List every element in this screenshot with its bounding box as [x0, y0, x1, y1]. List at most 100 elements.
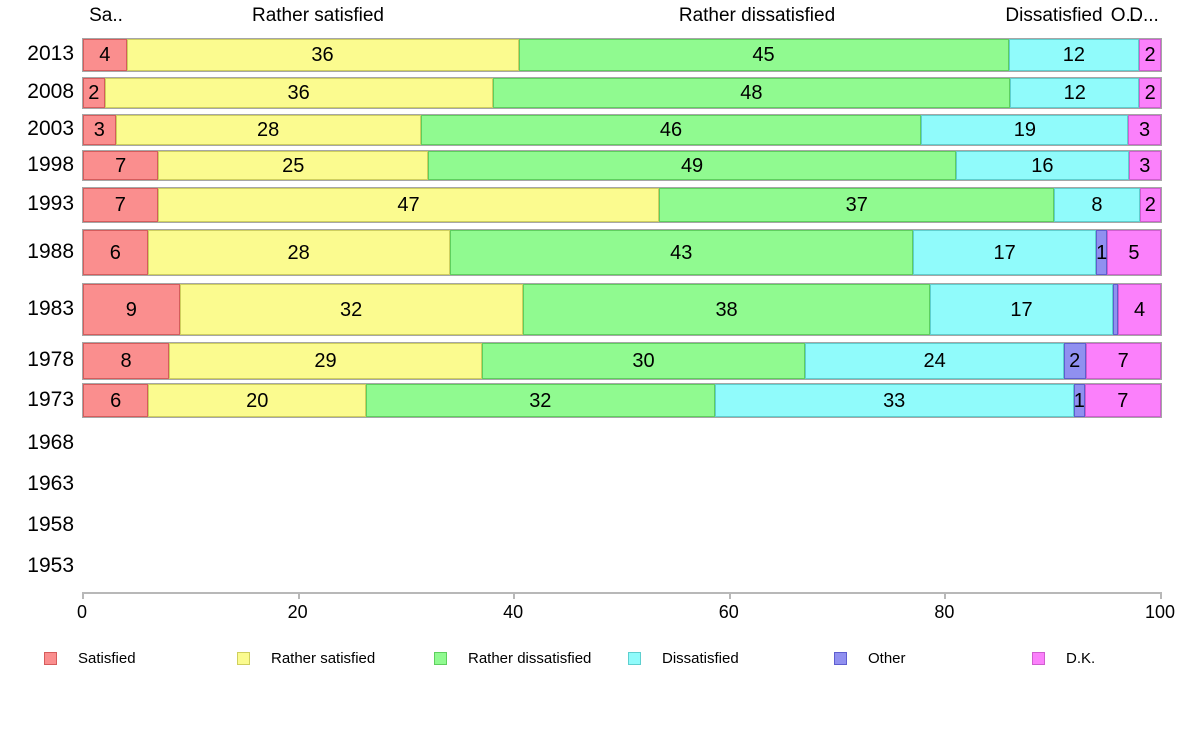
bar-segment-value: 37	[845, 194, 868, 216]
bar-segment-value: 7	[1117, 350, 1129, 372]
legend-label: Dissatisfied	[662, 650, 739, 667]
column-header: Dissatisfied	[1005, 5, 1103, 26]
bar-segment: 38	[522, 284, 931, 335]
bar-segment: 4	[1118, 284, 1161, 335]
bar-segment: 7	[1085, 343, 1161, 379]
bar-row: 2 36 48 12 2	[82, 77, 1162, 109]
bar-segment: 49	[427, 151, 957, 180]
bar-segment: 46	[420, 115, 922, 145]
bar-segment: 3	[83, 115, 116, 145]
year-label: 2013	[27, 42, 74, 65]
bar-segment-value: 2	[88, 82, 100, 104]
bar-segment-value: 46	[659, 119, 683, 141]
bar-segment: 32	[366, 384, 715, 417]
legend-label: Other	[868, 650, 906, 667]
x-axis-tick-label: 0	[76, 602, 88, 622]
bar-segment-value: 6	[109, 241, 121, 264]
bar-segment: 29	[169, 343, 482, 379]
year-label: 2003	[27, 117, 74, 140]
bar-segment-value: 32	[340, 298, 363, 321]
legend-swatch	[628, 652, 641, 665]
bar-segment: 8	[83, 343, 170, 379]
bar-segment: 17	[930, 284, 1113, 335]
bar-segment: 19	[921, 115, 1129, 145]
x-axis-tick	[728, 592, 731, 599]
year-label: 1998	[27, 152, 74, 176]
bar-segment-value: 7	[114, 194, 126, 216]
bar-segment: 32	[179, 284, 523, 335]
year-label: 1983	[27, 296, 74, 320]
year-label: 1973	[27, 387, 74, 411]
column-header: Rather dissatisfied	[678, 5, 836, 26]
bar-segment-value: 36	[287, 82, 310, 104]
column-header: Sa..	[89, 5, 123, 26]
bar-segment-value: 19	[1013, 119, 1036, 141]
bar-segment-value: 48	[740, 82, 763, 104]
bar-segment: 12	[1008, 39, 1140, 71]
x-axis-tick	[1160, 592, 1162, 599]
legend-swatch	[237, 652, 250, 665]
legend-item: Satisfied	[44, 650, 136, 667]
bar-segment-value: 3	[93, 119, 105, 141]
bar-segment-value: 9	[125, 298, 137, 321]
bar-row: 8 29 30 24 2 7	[82, 342, 1162, 380]
legend-label: D.K.	[1066, 650, 1096, 667]
bar-segment-value: 4	[1133, 298, 1146, 321]
bar-row: 4 36 45 12 2	[82, 38, 1162, 72]
bar-segment: 7	[1084, 384, 1161, 417]
x-axis-tick-label: 60	[718, 602, 739, 622]
bar-segment-value: 47	[397, 194, 420, 216]
bar-segment: 16	[956, 151, 1129, 180]
bar-segment: 6	[83, 230, 148, 275]
year-label: 1993	[27, 192, 74, 215]
bar-segment: 1	[1074, 384, 1085, 417]
bar-segment: 25	[158, 151, 428, 180]
bar-segment: 7	[83, 188, 158, 222]
bar-segment: 5	[1107, 230, 1161, 275]
bar-segment-value: 28	[287, 241, 310, 264]
bar-segment: 28	[115, 115, 421, 145]
bar-segment: 4	[83, 39, 127, 71]
bar-segment: 36	[104, 78, 493, 108]
bar-segment: 12	[1010, 78, 1140, 108]
legend-label: Rather dissatisfied	[468, 650, 592, 667]
bar-segment-value: 3	[1139, 119, 1151, 141]
x-axis-tick-label: 80	[934, 602, 955, 622]
bar-segment-value: 2	[1144, 194, 1156, 216]
bar-segment: 30	[481, 343, 806, 379]
bar-segment-value: 1	[1073, 389, 1085, 412]
bar-segment-value: 33	[883, 389, 906, 412]
bar-segment-value: 7	[115, 154, 127, 177]
bar-segment-value: 5	[1128, 241, 1140, 264]
bar-segment-value: 4	[99, 44, 111, 66]
year-label: 1968	[27, 431, 74, 454]
bar-segment: 45	[518, 39, 1009, 71]
bar-segment: 1	[1096, 230, 1107, 275]
bar-segment: 28	[147, 230, 450, 275]
bar-segment	[1112, 284, 1119, 335]
bar-row: 3 28 46 19 3	[82, 114, 1162, 146]
legend-swatch	[434, 652, 447, 665]
bar-segment-value: 17	[1010, 298, 1033, 321]
bar-segment-value: 20	[246, 389, 269, 412]
legend-item: Other	[834, 650, 906, 667]
bar-segment-value: 12	[1063, 82, 1086, 104]
bar-segment-value: 30	[632, 350, 655, 372]
legend-item: Dissatisfied	[628, 650, 739, 667]
bar-segment-value: 8	[1091, 194, 1103, 216]
bar-segment-value: 38	[715, 298, 738, 321]
legend-item: Rather satisfied	[237, 650, 375, 667]
x-axis-tick-label: 100	[1144, 602, 1176, 622]
column-header: D...	[1129, 5, 1159, 26]
bar-segment: 2	[83, 78, 105, 108]
bar-segment-value: 43	[670, 241, 693, 264]
bar-segment: 48	[492, 78, 1011, 108]
bar-segment: 2	[1139, 39, 1161, 71]
bar-segment-value: 2	[1144, 82, 1156, 104]
bar-segment: 24	[805, 343, 1064, 379]
bar-segment: 3	[1128, 151, 1161, 180]
bar-segment: 2	[1139, 78, 1161, 108]
column-header: Rather satisfied	[251, 5, 385, 26]
bar-segment-value: 2	[1069, 350, 1081, 372]
